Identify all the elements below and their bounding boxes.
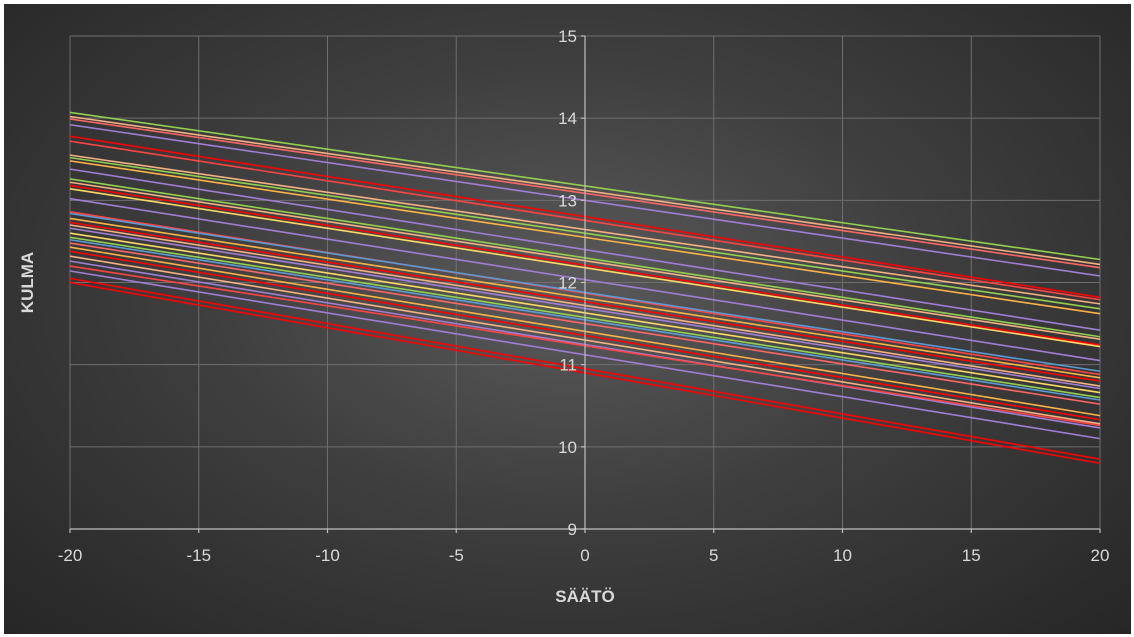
x-tick-label: 15	[962, 546, 981, 565]
x-tick-label: -20	[58, 546, 83, 565]
x-tick-label: 0	[580, 546, 589, 565]
x-tick-label: -10	[315, 546, 340, 565]
x-tick-labels: -20 -15 -10 -5 0 5 10 15 20	[58, 546, 1110, 565]
y-tick-label: 10	[558, 438, 577, 457]
chart-area: -20 -15 -10 -5 0 5 10 15 20 9 10 11 12 13 14 15 SÄÄTÖ …	[4, 4, 1131, 634]
y-tick-label: 13	[558, 191, 577, 210]
y-axis-title: KULMA	[18, 252, 37, 313]
y-tick-label: 11	[559, 356, 577, 375]
y-tick-label: 15	[558, 27, 577, 46]
x-tick-label: -5	[449, 546, 464, 565]
x-tick-label: 5	[709, 546, 718, 565]
y-tick-label: 12	[558, 274, 577, 293]
x-tick-label: 10	[833, 546, 852, 565]
axes	[69, 35, 1101, 533]
y-tick-labels: 9 10 11 12 13 14 15	[558, 27, 577, 539]
x-axis-title: SÄÄTÖ	[555, 587, 615, 606]
y-tick-label: 14	[558, 109, 577, 128]
y-tick-label: 9	[568, 520, 577, 539]
x-tick-label: 20	[1091, 546, 1110, 565]
x-tick-label: -15	[186, 546, 211, 565]
